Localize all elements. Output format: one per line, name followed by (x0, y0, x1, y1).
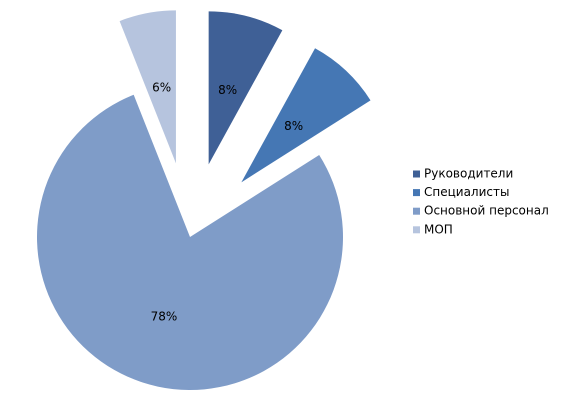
legend-label: Специалисты (424, 185, 509, 199)
pie-slice (241, 48, 371, 183)
data-label: 8% (218, 83, 237, 97)
legend-swatch (413, 207, 420, 215)
legend-swatch (413, 226, 420, 234)
data-label: 6% (152, 81, 171, 95)
legend-label: Руководители (424, 167, 513, 181)
pie-slice (119, 10, 176, 164)
pie-slice (37, 94, 344, 391)
data-label: 78% (151, 310, 178, 324)
legend-swatch (413, 170, 420, 178)
data-label: 8% (284, 119, 303, 133)
pie-slice (208, 11, 283, 165)
legend-label: МОП (424, 222, 453, 236)
legend-label: Основной персонал (424, 204, 549, 218)
legend-swatch (413, 189, 420, 197)
